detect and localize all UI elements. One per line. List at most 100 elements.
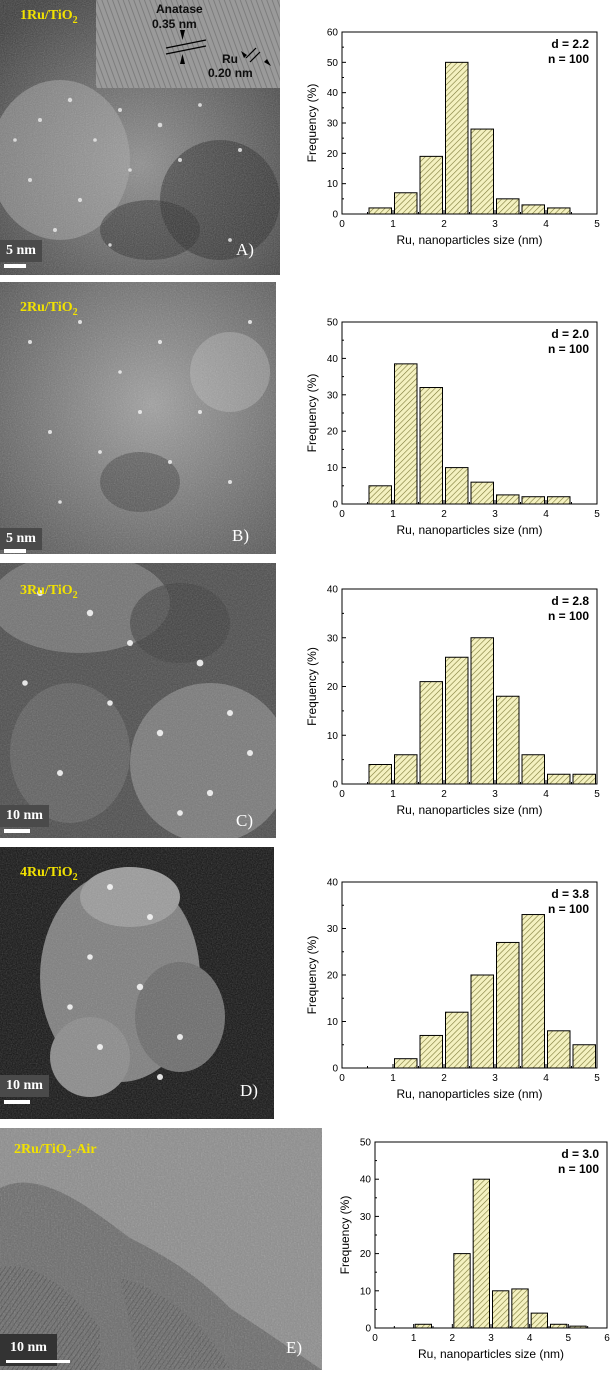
x-tick-label: 0 xyxy=(339,219,345,230)
x-tick-label: 1 xyxy=(390,789,396,800)
scale-bar xyxy=(4,264,26,268)
y-tick-label: 20 xyxy=(327,427,339,438)
histogram-bar xyxy=(394,1058,418,1069)
histogram-bar xyxy=(368,764,392,785)
sample-label-subscript: 2 xyxy=(66,1148,72,1160)
sample-label: 1Ru/TiO2 xyxy=(20,8,78,26)
stat-label: d = 2.2 xyxy=(551,37,589,51)
inset-metal-spacing: 0.20 nm xyxy=(208,66,253,80)
scale-label: 10 nm xyxy=(0,805,49,827)
x-tick-label: 4 xyxy=(543,1073,549,1084)
stat-label: n = 100 xyxy=(548,342,589,356)
hrtem-inset: Anatase 0.35 nm Ru 0.20 nm xyxy=(96,0,280,88)
y-tick-label: 20 xyxy=(327,149,339,160)
stem-texture-b xyxy=(0,282,276,554)
stem-texture-c xyxy=(0,563,276,838)
y-axis-label: Frequency (%) xyxy=(305,936,319,1015)
histogram-bar xyxy=(470,637,494,785)
sample-label-suffix: -Air xyxy=(71,1142,97,1157)
y-tick-label: 30 xyxy=(327,633,339,644)
y-axis-label: Frequency (%) xyxy=(305,84,319,163)
histogram-svg: 0 1 2 3 4 5 0 10 20 30 40 Ru, nanoparticles size (n… xyxy=(305,878,600,1102)
stat-label: d = 3.0 xyxy=(561,1147,599,1161)
histogram-bar xyxy=(470,128,494,215)
y-tick-label: 10 xyxy=(327,731,339,742)
panel-letter: B) xyxy=(232,526,249,545)
histogram-d: 0 1 2 3 4 5 0 10 20 30 40 Ru, nanoparticles size (n… xyxy=(292,867,608,1117)
scale-label: 5 nm xyxy=(0,240,42,262)
y-tick-label: 0 xyxy=(332,780,338,791)
y-tick-label: 40 xyxy=(327,878,339,889)
histogram-bar xyxy=(547,496,571,505)
histogram-bar xyxy=(470,974,494,1069)
panel-d: 4Ru/TiO2 10 nm D) 0 1 2 3 4 5 0 10 20 30 40 Ru, nan… xyxy=(0,847,612,1122)
histogram-bar xyxy=(521,496,545,505)
y-axis-label: Frequency (%) xyxy=(305,374,319,453)
stem-texture-d xyxy=(0,847,274,1119)
histogram-bar xyxy=(492,1290,510,1329)
x-tick-label: 0 xyxy=(372,1333,378,1344)
scale-bar xyxy=(4,829,30,833)
x-tick-label: 4 xyxy=(527,1333,533,1344)
sample-label-text: 1Ru/TiO xyxy=(20,8,73,23)
histogram-bar xyxy=(445,1011,469,1069)
sample-label-text: 4Ru/TiO xyxy=(20,865,73,880)
sample-label-subscript: 2 xyxy=(72,871,78,883)
histogram-bar xyxy=(368,207,392,215)
panel-b: 2Ru/TiO2 5 nm B) 0 1 2 3 4 5 0 10 20 30 40 50 Ru, na… xyxy=(0,282,612,554)
histogram-bar xyxy=(414,1323,432,1329)
x-tick-label: 3 xyxy=(492,219,498,230)
x-tick-label: 4 xyxy=(543,509,549,520)
x-tick-label: 0 xyxy=(339,1073,345,1084)
histogram-bar xyxy=(394,754,418,785)
sample-label-text: 3Ru/TiO xyxy=(20,583,73,598)
histogram-bar xyxy=(547,1030,571,1069)
stat-label: d = 2.0 xyxy=(551,327,589,341)
histogram-bar xyxy=(547,207,571,215)
inset-phase-spacing: 0.35 nm xyxy=(152,17,197,31)
sample-label-subscript: 2 xyxy=(72,14,78,26)
y-tick-label: 10 xyxy=(327,179,339,190)
sample-label-subscript: 2 xyxy=(72,306,78,318)
x-tick-label: 2 xyxy=(441,219,447,230)
histogram-bar xyxy=(496,695,520,785)
y-tick-label: 0 xyxy=(332,210,338,221)
histogram-bar xyxy=(419,1034,443,1069)
x-axis-label: Ru, nanoparticles size (nm) xyxy=(418,1347,564,1361)
y-tick-label: 30 xyxy=(360,1212,372,1223)
panel-letter: C) xyxy=(236,811,253,830)
y-tick-label: 0 xyxy=(365,1324,371,1335)
y-tick-label: 20 xyxy=(360,1249,372,1260)
scale-bar xyxy=(6,1360,70,1363)
x-tick-label: 2 xyxy=(441,789,447,800)
stem-image-a: Anatase 0.35 nm Ru 0.20 nm 1Ru/TiO2 5 nm… xyxy=(0,0,280,275)
x-tick-label: 5 xyxy=(594,789,600,800)
histogram-bar xyxy=(419,155,443,215)
x-tick-label: 5 xyxy=(594,1073,600,1084)
tem-image-e: 2Ru/TiO2-Air 10 nm E) xyxy=(0,1128,322,1370)
x-tick-label: 3 xyxy=(492,789,498,800)
panel-letter: D) xyxy=(240,1081,258,1100)
panel-a: Anatase 0.35 nm Ru 0.20 nm 1Ru/TiO2 5 nm… xyxy=(0,0,612,275)
x-tick-label: 2 xyxy=(441,1073,447,1084)
y-tick-label: 50 xyxy=(360,1138,372,1149)
y-tick-label: 20 xyxy=(327,682,339,693)
sample-label: 2Ru/TiO2-Air xyxy=(14,1142,97,1160)
histogram-bar xyxy=(445,61,469,215)
x-tick-label: 0 xyxy=(339,509,345,520)
histogram-bar xyxy=(470,481,494,505)
histogram-bar xyxy=(496,198,520,215)
y-tick-label: 0 xyxy=(332,1064,338,1075)
y-tick-label: 40 xyxy=(327,585,339,596)
panel-c: 3Ru/TiO2 10 nm C) 0 1 2 3 4 5 0 10 20 30 40 Ru, nan… xyxy=(0,563,612,838)
stat-label: n = 100 xyxy=(548,609,589,623)
histogram-svg: 0 1 2 3 4 5 6 0 10 20 30 40 50 Ru, nanoparticles size… xyxy=(338,1138,610,1362)
x-tick-label: 1 xyxy=(390,219,396,230)
x-tick-label: 5 xyxy=(594,509,600,520)
histogram-bar xyxy=(419,681,443,785)
x-tick-label: 2 xyxy=(450,1333,456,1344)
x-axis-label: Ru, nanoparticles size (nm) xyxy=(396,803,542,817)
stat-label: n = 100 xyxy=(548,902,589,916)
histogram-a: 0 1 2 3 4 5 0 10 20 30 40 50 60 Ru, nanoparticles siz… xyxy=(292,18,608,268)
